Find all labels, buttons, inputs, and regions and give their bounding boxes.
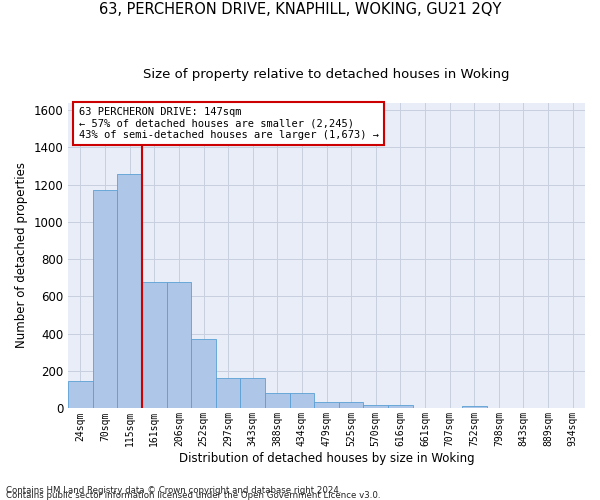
Bar (265, 394, 290, 408)
Bar (118, 174, 142, 408)
Title: Size of property relative to detached houses in Woking: Size of property relative to detached ho… (143, 68, 510, 80)
Bar (290, 394, 314, 408)
Bar (167, 282, 191, 408)
Bar (364, 404, 388, 408)
X-axis label: Distribution of detached houses by size in Woking: Distribution of detached houses by size … (179, 452, 475, 465)
Bar (241, 378, 265, 408)
Text: Contains public sector information licensed under the Open Government Licence v3: Contains public sector information licen… (6, 491, 380, 500)
Bar (68, 382, 93, 408)
Bar (462, 406, 487, 408)
Text: 63 PERCHERON DRIVE: 147sqm
← 57% of detached houses are smaller (2,245)
43% of s: 63 PERCHERON DRIVE: 147sqm ← 57% of deta… (79, 107, 379, 140)
Bar (314, 402, 339, 408)
Text: Contains HM Land Registry data © Crown copyright and database right 2024.: Contains HM Land Registry data © Crown c… (6, 486, 341, 495)
Text: 63, PERCHERON DRIVE, KNAPHILL, WOKING, GU21 2QY: 63, PERCHERON DRIVE, KNAPHILL, WOKING, G… (99, 2, 501, 18)
Bar (216, 378, 241, 408)
Bar (388, 404, 413, 408)
Y-axis label: Number of detached properties: Number of detached properties (15, 162, 28, 348)
Bar (191, 340, 216, 408)
Bar (93, 190, 118, 408)
Bar (142, 282, 167, 408)
Bar (339, 402, 364, 408)
